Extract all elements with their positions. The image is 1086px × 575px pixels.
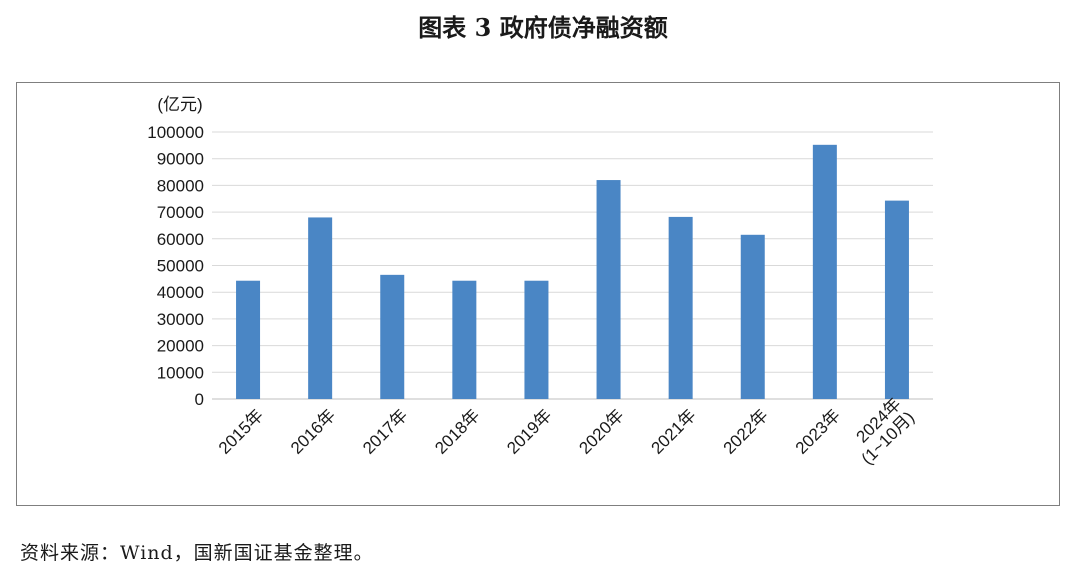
x-tick-label: 2017年: [359, 406, 411, 458]
x-tick-label: 2021年: [648, 406, 700, 458]
bar: [380, 274, 405, 399]
source-note: 资料来源：Wind，国新国证基金整理。: [20, 542, 374, 564]
y-tick-label: 70000: [157, 203, 204, 222]
bar: [596, 180, 621, 399]
y-axis-ticks: 0 10000 20000 30000 40000 50000 60000 70000 8000…: [147, 123, 204, 409]
svg-text:2022年: 2022年: [720, 406, 772, 458]
x-axis-ticks: 2015年 2016年 2017年 2018年 2019年 2020年 2021年 2022年…: [215, 394, 918, 468]
svg-text:2023年: 2023年: [792, 406, 844, 458]
x-tick-label: 2015年: [215, 406, 267, 458]
bars: [236, 144, 909, 399]
svg-text:2021年: 2021年: [648, 406, 700, 458]
x-tick-label: 2020年: [575, 406, 627, 458]
x-tick-label: 2022年: [720, 406, 772, 458]
y-tick-label: 50000: [157, 257, 204, 276]
y-tick-label: 30000: [157, 310, 204, 329]
chart-frame: [16, 82, 1060, 506]
y-tick-label: 0: [195, 390, 204, 409]
svg-text:2015年: 2015年: [215, 406, 267, 458]
x-tick-label: 2018年: [431, 406, 483, 458]
y-tick-label: 60000: [157, 230, 204, 249]
x-tick-label: 2016年: [287, 406, 339, 458]
x-tick-label: 2024年(1~10月): [844, 394, 919, 468]
bar: [668, 216, 693, 399]
y-tick-label: 10000: [157, 363, 204, 382]
svg-text:2024年(1~10月): 2024年(1~10月): [844, 394, 918, 468]
x-tick-label: 2023年: [792, 406, 844, 458]
y-tick-label: 40000: [157, 283, 204, 302]
bar: [452, 280, 477, 399]
bar: [308, 217, 333, 399]
x-tick-label: 2019年: [503, 406, 555, 458]
y-tick-label: 90000: [157, 150, 204, 169]
svg-text:2020年: 2020年: [575, 406, 627, 458]
svg-text:2019年: 2019年: [503, 406, 555, 458]
svg-text:2018年: 2018年: [431, 406, 483, 458]
bar: [740, 234, 765, 399]
y-tick-label: 20000: [157, 337, 204, 356]
gridlines: [212, 131, 933, 400]
y-tick-label: 100000: [147, 123, 204, 142]
bar: [884, 200, 909, 399]
y-tick-label: 80000: [157, 176, 204, 195]
bar: [524, 280, 549, 399]
bar: [812, 144, 837, 399]
svg-text:2016年: 2016年: [287, 406, 339, 458]
y-axis-label: (亿元): [157, 95, 202, 114]
figure-title: 图表 3 政府债净融资额: [418, 13, 668, 42]
bar: [236, 280, 261, 399]
svg-text:2017年: 2017年: [359, 406, 411, 458]
